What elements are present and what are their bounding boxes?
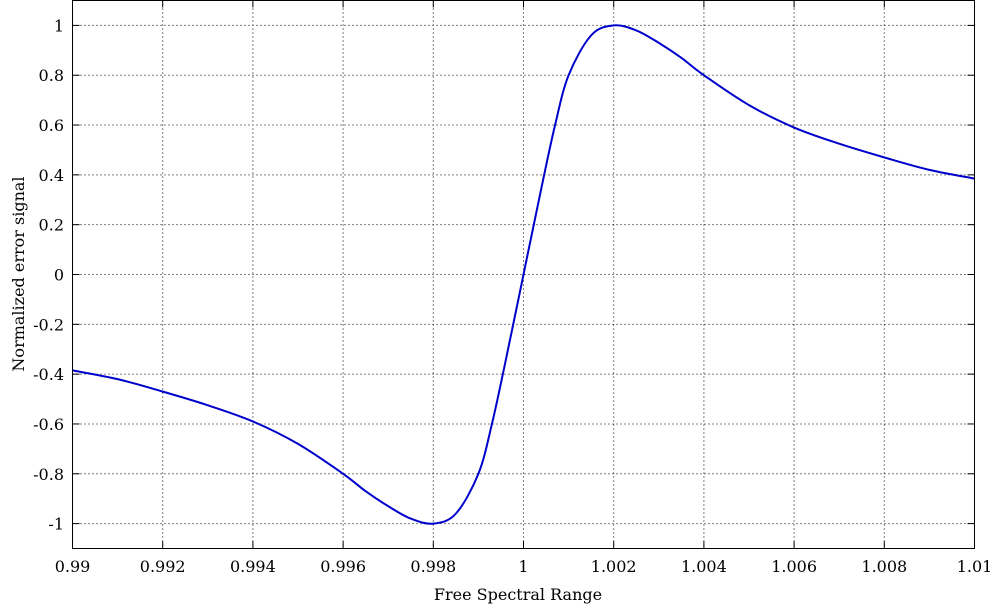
x-tick-label: 0.99 xyxy=(55,557,91,576)
x-tick-label: 1 xyxy=(518,557,528,576)
x-tick-label: 1.006 xyxy=(771,557,817,576)
x-axis-label: Free Spectral Range xyxy=(434,585,602,604)
x-tick-label: 0.996 xyxy=(320,557,366,576)
x-tick-label: 0.998 xyxy=(410,557,456,576)
y-tick-label: -0.6 xyxy=(33,415,64,434)
y-axis-label: Normalized error signal xyxy=(9,176,28,371)
error-signal-line xyxy=(72,24,975,525)
x-tick-label: 0.992 xyxy=(140,557,186,576)
grid xyxy=(72,0,975,549)
y-tick-label: 0.6 xyxy=(39,116,64,135)
y-tick-label: 0 xyxy=(54,266,64,285)
y-tick-label: -0.2 xyxy=(33,315,64,334)
y-tick-label: 0.8 xyxy=(39,66,64,85)
y-tick-label: -1 xyxy=(48,515,64,534)
y-tick-label: -0.8 xyxy=(33,465,64,484)
y-tick-label: 0.4 xyxy=(39,166,64,185)
x-tick-label: 1.002 xyxy=(591,557,637,576)
x-tick-label: 1.004 xyxy=(681,557,727,576)
x-tick-label: 1.01 xyxy=(957,557,993,576)
y-tick-label: -0.4 xyxy=(33,365,64,384)
x-tick-label: 1.008 xyxy=(861,557,907,576)
x-tick-label: 0.994 xyxy=(230,557,276,576)
ticks xyxy=(72,0,975,549)
series-layer xyxy=(72,24,975,525)
y-tick-labels: -1 -0.8 -0.6 -0.4 -0.2 0 0.2 0.4 0.6 0.8 1 xyxy=(33,16,64,533)
y-tick-label: 1 xyxy=(54,16,64,35)
y-tick-label: 0.2 xyxy=(39,216,64,235)
x-tick-labels: 0.99 0.992 0.994 0.996 0.998 1 1.002 1.004 1.006… xyxy=(55,557,993,576)
